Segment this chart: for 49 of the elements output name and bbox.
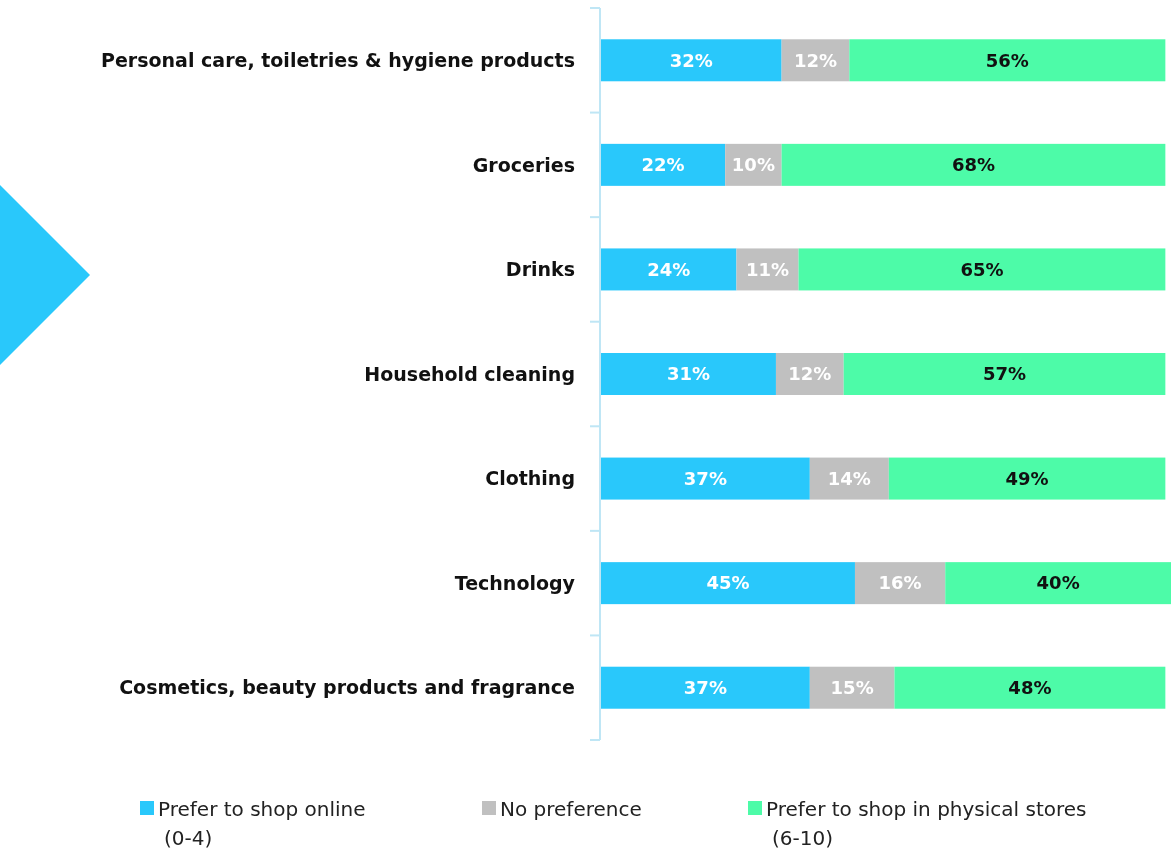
bar bbox=[601, 143, 726, 186]
y-tick-label: Groceries bbox=[472, 153, 575, 176]
data-label: 48% bbox=[1008, 677, 1052, 699]
data-label: 12% bbox=[793, 49, 837, 71]
data-label: 37% bbox=[683, 467, 727, 489]
bar bbox=[945, 562, 1171, 605]
y-tick-label: Technology bbox=[454, 571, 576, 594]
bar bbox=[888, 457, 1166, 500]
y-tick-label: Clothing bbox=[485, 467, 575, 490]
data-label: 32% bbox=[669, 49, 713, 71]
data-label: 12% bbox=[788, 363, 832, 385]
bar bbox=[601, 353, 776, 395]
bar bbox=[809, 666, 895, 709]
bar bbox=[894, 666, 1166, 709]
data-label: 14% bbox=[827, 467, 871, 489]
data-label: 45% bbox=[706, 572, 750, 594]
data-label: 10% bbox=[731, 154, 775, 176]
bar bbox=[601, 39, 782, 82]
data-label: 49% bbox=[1005, 467, 1049, 489]
bar bbox=[809, 457, 889, 500]
legend-label: Prefer to shop in physical stores (6-10) bbox=[766, 797, 1087, 850]
data-label: 15% bbox=[830, 677, 874, 699]
data-label: 68% bbox=[951, 154, 996, 176]
data-label: 11% bbox=[745, 258, 790, 280]
y-tick-label: Drinks bbox=[505, 258, 575, 281]
data-label: 22% bbox=[641, 154, 685, 176]
bar bbox=[601, 562, 855, 605]
legend-label: No preference bbox=[500, 797, 642, 821]
bar bbox=[854, 562, 946, 605]
data-label: 24% bbox=[647, 258, 691, 280]
bar bbox=[798, 248, 1166, 291]
y-tick-label: Personal care, toiletries & hygiene products bbox=[101, 48, 575, 71]
bar bbox=[601, 457, 810, 500]
data-label: 16% bbox=[878, 572, 922, 594]
bar bbox=[601, 666, 810, 709]
legend-label: Prefer to shop online (0-4) bbox=[158, 797, 366, 850]
y-tick-label: Household cleaning bbox=[364, 362, 575, 385]
bar bbox=[601, 248, 737, 291]
data-label: 56% bbox=[985, 49, 1029, 71]
bar bbox=[781, 143, 1166, 186]
data-label: 57% bbox=[982, 363, 1027, 385]
data-label: 31% bbox=[666, 363, 711, 385]
bar bbox=[843, 353, 1166, 395]
data-label: 40% bbox=[1036, 572, 1080, 594]
y-tick-label: Cosmetics, beauty products and fragrance bbox=[119, 676, 575, 699]
data-label: 37% bbox=[683, 677, 727, 699]
bar bbox=[736, 248, 799, 291]
data-label: 65% bbox=[960, 258, 1004, 280]
bar bbox=[849, 39, 1166, 82]
